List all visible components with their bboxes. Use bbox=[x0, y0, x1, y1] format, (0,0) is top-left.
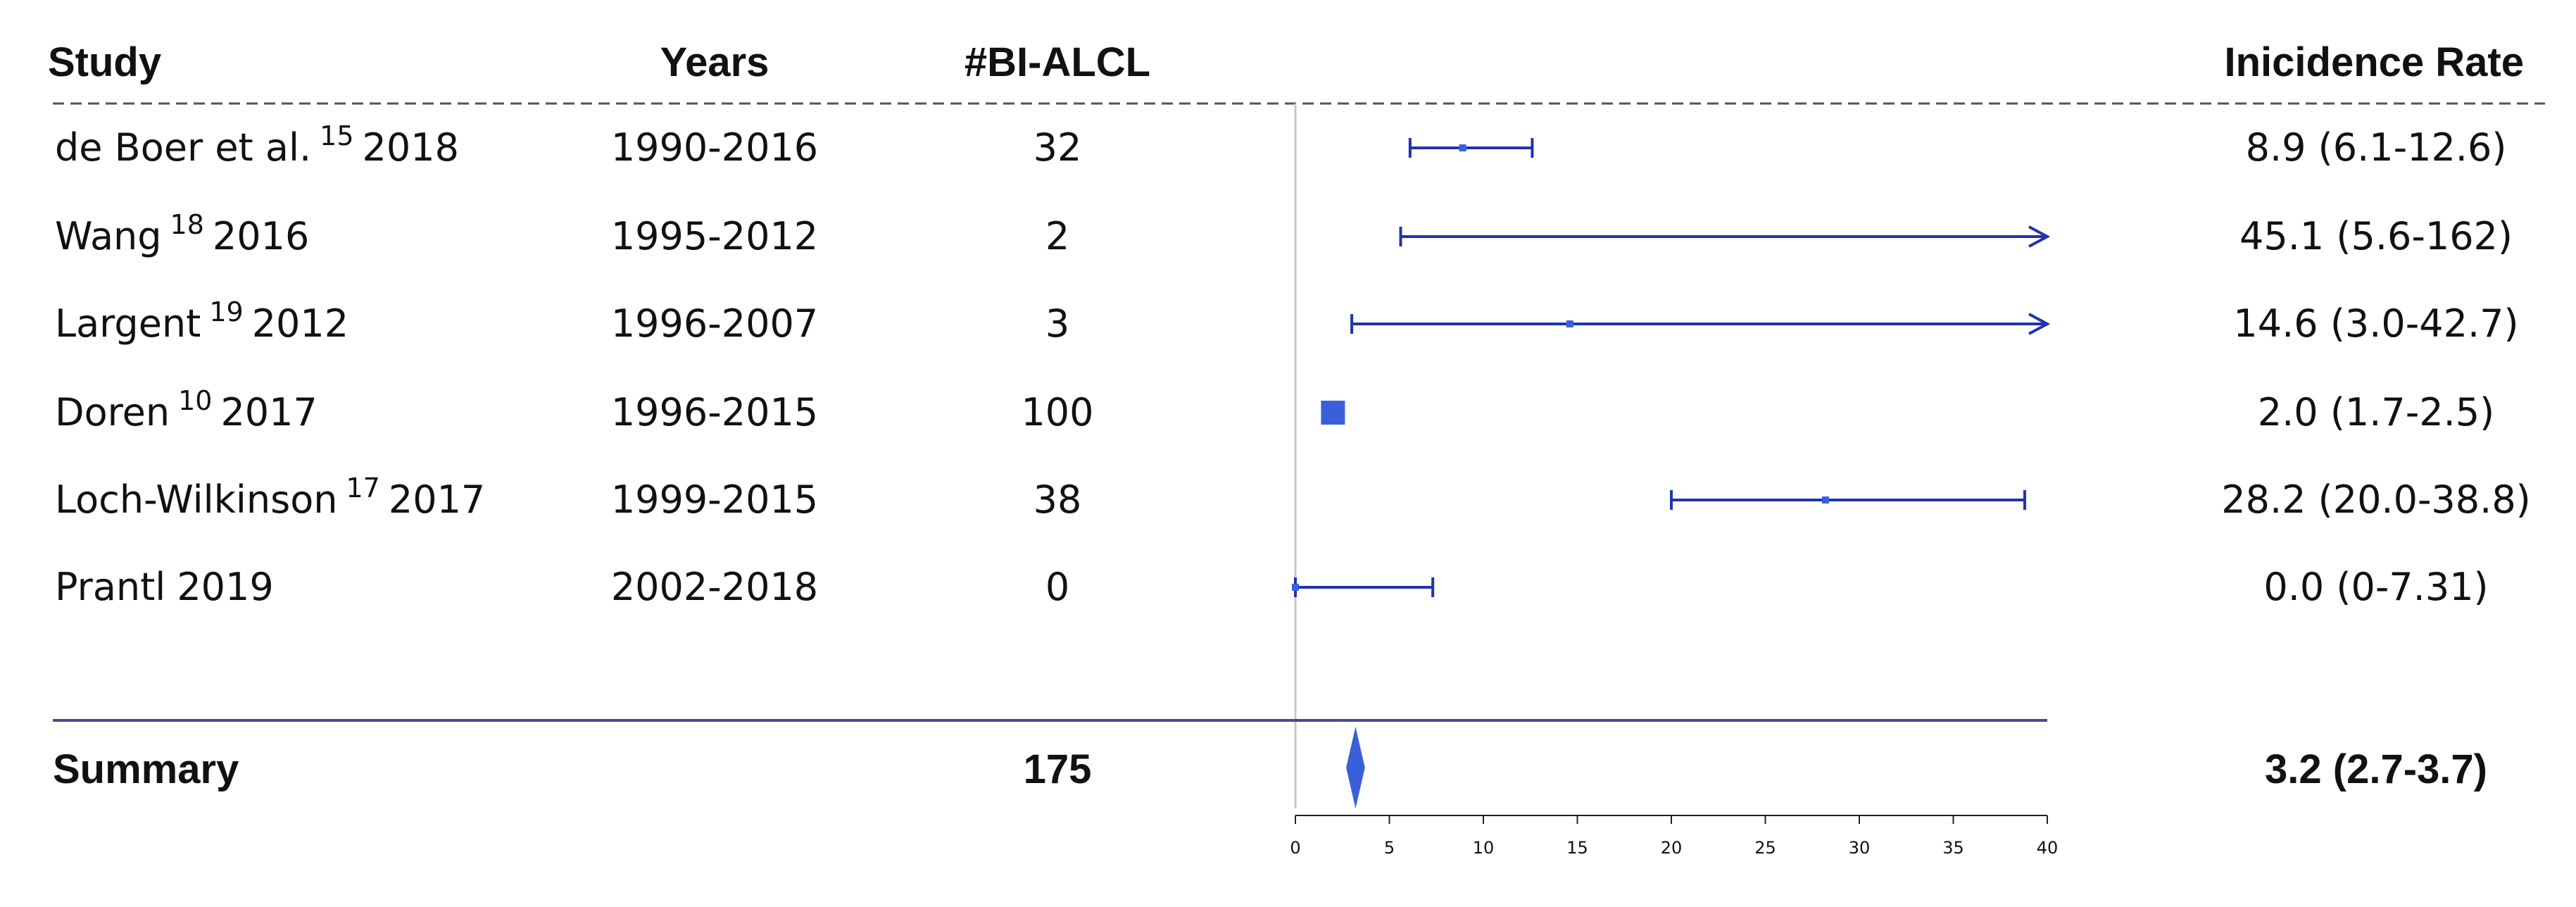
header-study: Study bbox=[48, 39, 161, 85]
study-year: 2017 bbox=[220, 390, 317, 434]
study-rate: 0.0 (0-7.31) bbox=[2263, 565, 2488, 609]
study-reference: 10 bbox=[178, 385, 212, 416]
x-tick-label: 10 bbox=[1473, 838, 1495, 858]
study-years: 1996-2007 bbox=[611, 301, 818, 346]
study-year: 2019 bbox=[177, 565, 273, 609]
study-author: Loch-Wilkinson bbox=[55, 477, 338, 522]
x-tick-label: 0 bbox=[1290, 838, 1300, 858]
study-years: 1995-2012 bbox=[611, 214, 818, 258]
study-label: de Boer et al. 15 2018 bbox=[55, 120, 459, 170]
x-tick-label: 5 bbox=[1384, 838, 1395, 858]
study-label: Wang 18 2016 bbox=[55, 209, 309, 258]
study-reference: 15 bbox=[320, 120, 353, 151]
summary-rate: 3.2 (2.7-3.7) bbox=[2265, 746, 2487, 792]
header-years: Years bbox=[660, 39, 769, 85]
study-rate: 8.9 (6.1-12.6) bbox=[2246, 125, 2507, 170]
study-year: 2012 bbox=[252, 301, 348, 346]
study-year: 2016 bbox=[213, 214, 309, 258]
study-reference: 17 bbox=[346, 473, 380, 503]
x-tick-label: 35 bbox=[1942, 838, 1964, 858]
study-count: 2 bbox=[1045, 214, 1069, 258]
study-year: 2017 bbox=[389, 477, 485, 522]
study-count: 38 bbox=[1033, 477, 1082, 522]
x-tick-label: 15 bbox=[1566, 838, 1588, 858]
study-count: 100 bbox=[1021, 390, 1093, 434]
study-label: Prantl 2019 bbox=[55, 565, 274, 609]
x-tick-label: 30 bbox=[1849, 838, 1871, 858]
study-rate: 2.0 (1.7-2.5) bbox=[2258, 390, 2494, 434]
summary-label: Summary bbox=[53, 746, 239, 792]
study-label: Doren 10 2017 bbox=[55, 385, 318, 434]
study-rate: 28.2 (20.0-38.8) bbox=[2221, 477, 2531, 522]
summary-diamond bbox=[1346, 727, 1365, 808]
x-tick-label: 40 bbox=[2037, 838, 2059, 858]
study-reference: 19 bbox=[209, 296, 243, 327]
point-estimate-marker bbox=[1292, 584, 1299, 591]
study-author: Largent bbox=[55, 301, 201, 346]
x-axis-ticks: 0 5 10 15 20 25 30 35 40 bbox=[1290, 815, 2058, 858]
header-incidence-rate: Inicidence Rate bbox=[2225, 39, 2524, 85]
study-label: Largent 19 2012 bbox=[55, 296, 348, 346]
header-count: #BI-ALCL bbox=[965, 39, 1150, 85]
point-estimate-marker bbox=[1459, 144, 1466, 151]
x-tick-label: 25 bbox=[1754, 838, 1776, 858]
study-author: Doren bbox=[55, 390, 170, 434]
study-label: Loch-Wilkinson 17 2017 bbox=[55, 473, 485, 522]
study-count: 3 bbox=[1045, 301, 1069, 346]
study-count: 32 bbox=[1033, 125, 1082, 170]
study-rows: de Boer et al. 15 2018 1990-2016 32 8.9 (6.1-… bbox=[55, 120, 2531, 609]
study-years: 1996-2015 bbox=[611, 390, 818, 434]
study-reference: 18 bbox=[170, 209, 204, 240]
study-author: Wang bbox=[55, 214, 162, 258]
study-rate: 14.6 (3.0-42.7) bbox=[2233, 301, 2518, 346]
point-estimate-marker bbox=[1566, 320, 1573, 327]
study-years: 1999-2015 bbox=[611, 477, 818, 522]
ci-arrow bbox=[2028, 225, 2051, 248]
summary-count: 175 bbox=[1024, 746, 1092, 792]
study-years: 1990-2016 bbox=[611, 125, 818, 170]
x-tick-label: 20 bbox=[1661, 838, 1683, 858]
study-years: 2002-2018 bbox=[611, 565, 818, 609]
point-estimate-marker bbox=[1321, 401, 1345, 425]
study-author: de Boer et al. bbox=[55, 125, 311, 170]
study-count: 0 bbox=[1045, 565, 1069, 609]
point-estimate-marker bbox=[1821, 496, 1829, 503]
study-author: Prantl bbox=[55, 565, 165, 609]
ci-arrow bbox=[2028, 313, 2051, 335]
study-rate: 45.1 (5.6-162) bbox=[2239, 214, 2513, 258]
study-year: 2018 bbox=[363, 125, 459, 170]
plot-marks bbox=[1292, 138, 2051, 808]
